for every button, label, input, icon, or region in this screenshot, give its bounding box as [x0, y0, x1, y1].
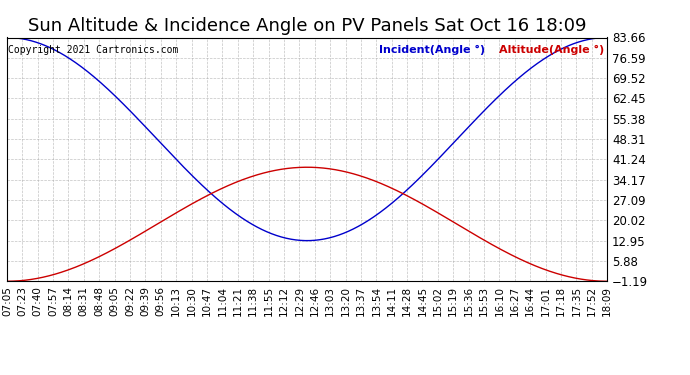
- Title: Sun Altitude & Incidence Angle on PV Panels Sat Oct 16 18:09: Sun Altitude & Incidence Angle on PV Pan…: [28, 16, 586, 34]
- Text: Altitude(Angle °): Altitude(Angle °): [499, 45, 604, 55]
- Text: Copyright 2021 Cartronics.com: Copyright 2021 Cartronics.com: [8, 45, 178, 55]
- Text: Incident(Angle °): Incident(Angle °): [379, 45, 485, 55]
